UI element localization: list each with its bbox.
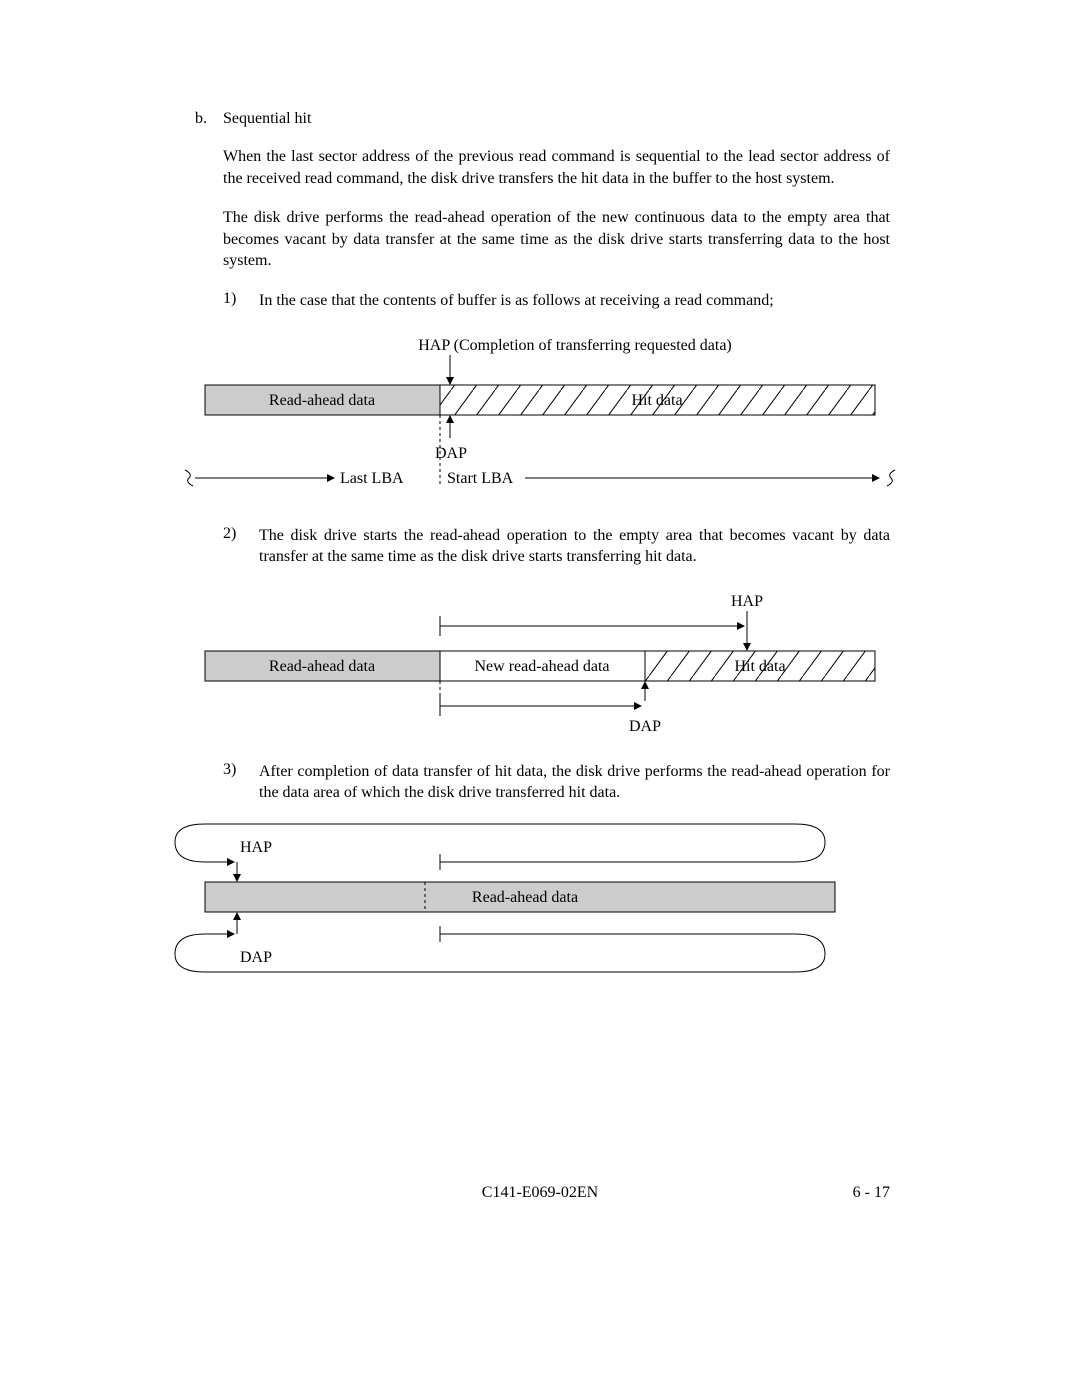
svg-text:Read-ahead data: Read-ahead data [472, 889, 578, 906]
svg-text:Read-ahead data: Read-ahead data [269, 658, 375, 675]
paragraph-2: The disk drive performs the read-ahead o… [223, 207, 890, 272]
footer-docid: C141-E069-02EN [0, 1184, 1080, 1202]
item2-text: The disk drive starts the read-ahead ope… [259, 525, 890, 568]
section-title: Sequential hit [223, 110, 890, 128]
item2-marker: 2) [223, 525, 259, 543]
item1-text: In the case that the contents of buffer … [259, 290, 890, 312]
svg-text:DAP: DAP [240, 949, 272, 966]
svg-text:HAP: HAP [731, 593, 763, 610]
section-marker: b. [195, 110, 223, 128]
svg-text:Last LBA: Last LBA [340, 470, 404, 487]
svg-text:Read-ahead data: Read-ahead data [269, 392, 375, 409]
svg-text:Hit data: Hit data [734, 658, 785, 675]
paragraph-1: When the last sector address of the prev… [223, 146, 890, 189]
diagram-1: HAP (Completion of transferring requeste… [165, 330, 890, 515]
diagram-2: HAP Read-ahead data New read-ahead data … [165, 586, 890, 751]
footer-page: 6 - 17 [853, 1184, 890, 1202]
svg-text:DAP: DAP [629, 718, 661, 735]
diagram-3: HAP Read-ahead data DAP [165, 822, 890, 997]
svg-text:New read-ahead data: New read-ahead data [474, 658, 609, 675]
item3-text: After completion of data transfer of hit… [259, 761, 890, 804]
svg-text:HAP: HAP [240, 839, 272, 856]
svg-text:HAP (Completion of transferrin: HAP (Completion of transferring requeste… [418, 337, 732, 354]
item3-marker: 3) [223, 761, 259, 779]
item1-marker: 1) [223, 290, 259, 308]
svg-text:Start LBA: Start LBA [447, 470, 514, 487]
svg-text:Hit data: Hit data [631, 392, 682, 409]
